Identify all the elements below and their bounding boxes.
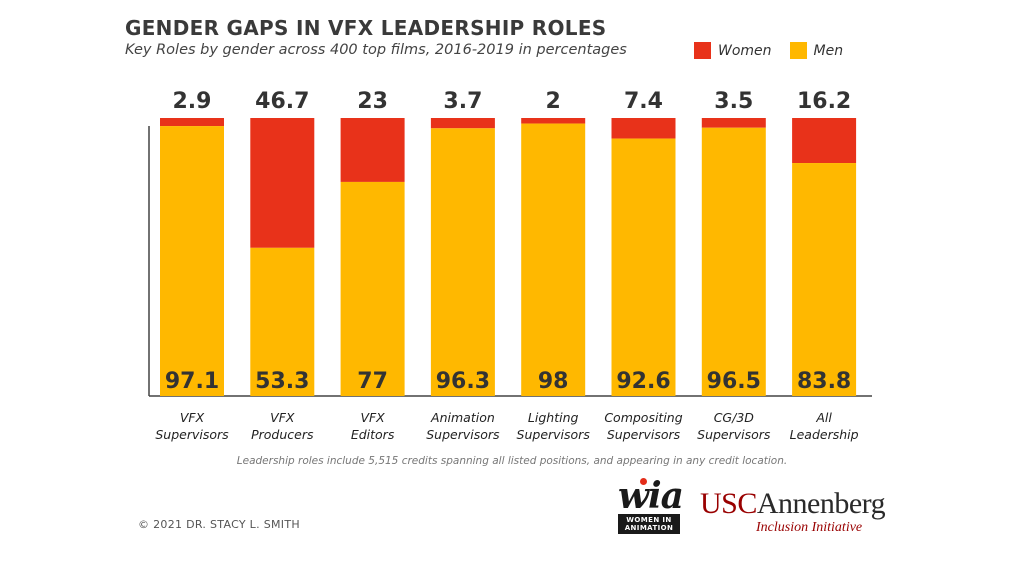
legend-label-men: Men <box>813 42 844 59</box>
legend: Women Men <box>694 42 861 59</box>
bar-women-7 <box>792 118 857 164</box>
category-label-1-line-1: Producers <box>251 427 314 442</box>
category-label-4-line-1: Supervisors <box>517 427 591 442</box>
category-label-5-line-0: Compositing <box>604 410 682 425</box>
data-label-women-4: 2 <box>546 89 561 114</box>
data-label-men-4: 98 <box>538 369 569 394</box>
category-label-5-line-1: Supervisors <box>607 427 681 442</box>
data-label-women-2: 23 <box>357 89 388 114</box>
data-label-men-5: 92.6 <box>616 369 670 394</box>
data-label-men-3: 96.3 <box>436 369 490 394</box>
data-label-women-3: 3.7 <box>443 89 482 114</box>
category-label-3-line-1: Supervisors <box>426 427 500 442</box>
data-label-women-0: 2.9 <box>173 89 212 114</box>
bar-men-5 <box>611 138 676 396</box>
data-label-women-5: 7.4 <box>624 89 663 114</box>
bar-men-2 <box>340 181 405 396</box>
category-label-7-line-0: All <box>815 410 832 425</box>
wia-logo-dot <box>640 478 647 485</box>
category-label-0-line-0: VFX <box>180 410 205 425</box>
legend-swatch-men <box>789 42 807 59</box>
bar-women-1 <box>250 118 315 248</box>
legend-item-women: Women <box>694 42 772 59</box>
wia-logo: wia WOMEN IN ANIMATION <box>618 478 690 536</box>
chart-title: GENDER GAPS IN VFX LEADERSHIP ROLES <box>125 16 607 40</box>
bar-women-0 <box>160 118 224 127</box>
data-label-men-0: 97.1 <box>165 369 219 394</box>
bar-men-7 <box>792 163 857 396</box>
category-label-3-line-0: Animation <box>430 410 495 425</box>
category-label-1-line-0: VFX <box>270 410 295 425</box>
bar-women-4 <box>521 118 586 124</box>
category-label-2-line-0: VFX <box>360 410 385 425</box>
usc-annenberg-logo: USCAnnenberg Inclusion Initiative <box>700 487 886 536</box>
legend-swatch-women <box>694 42 711 59</box>
usc-annenberg-name: USCAnnenberg <box>700 487 886 520</box>
category-label-7-line-1: Leadership <box>790 427 859 442</box>
copyright: © 2021 DR. STACY L. SMITH <box>138 518 300 531</box>
bar-men-3 <box>430 128 495 396</box>
category-label-6-line-0: CG/3D <box>714 410 755 425</box>
bar-men-0 <box>160 126 224 396</box>
legend-label-women: Women <box>718 42 772 59</box>
data-label-men-7: 83.8 <box>797 369 851 394</box>
data-label-men-2: 77 <box>357 369 388 394</box>
data-label-women-6: 3.5 <box>714 89 753 114</box>
bar-men-1 <box>250 247 315 396</box>
footnote: Leadership roles include 5,515 credits s… <box>236 455 788 467</box>
wia-logo-mark: wia <box>618 475 684 517</box>
usc-name: Annenberg <box>756 487 886 520</box>
bar-women-5 <box>611 118 676 139</box>
data-label-women-1: 46.7 <box>255 89 309 114</box>
wia-logo-subtitle: WOMEN IN ANIMATION <box>618 514 680 534</box>
data-label-men-1: 53.3 <box>255 369 309 394</box>
data-label-women-7: 16.2 <box>797 89 851 114</box>
bar-women-6 <box>701 118 766 128</box>
data-label-men-6: 96.5 <box>707 369 761 394</box>
bar-men-6 <box>701 127 766 396</box>
bar-women-2 <box>340 118 405 182</box>
usc-prefix: USC <box>700 487 757 520</box>
bar-men-4 <box>521 123 586 396</box>
category-label-2-line-1: Editors <box>351 427 395 442</box>
category-label-4-line-0: Lighting <box>528 410 579 425</box>
legend-item-men: Men <box>789 42 844 59</box>
usc-annenberg-subtitle: Inclusion Initiative <box>756 520 863 535</box>
chart-subtitle: Key Roles by gender across 400 top films… <box>125 42 627 58</box>
bar-women-3 <box>430 118 495 129</box>
category-label-0-line-1: Supervisors <box>155 427 229 442</box>
category-label-6-line-1: Supervisors <box>697 427 771 442</box>
